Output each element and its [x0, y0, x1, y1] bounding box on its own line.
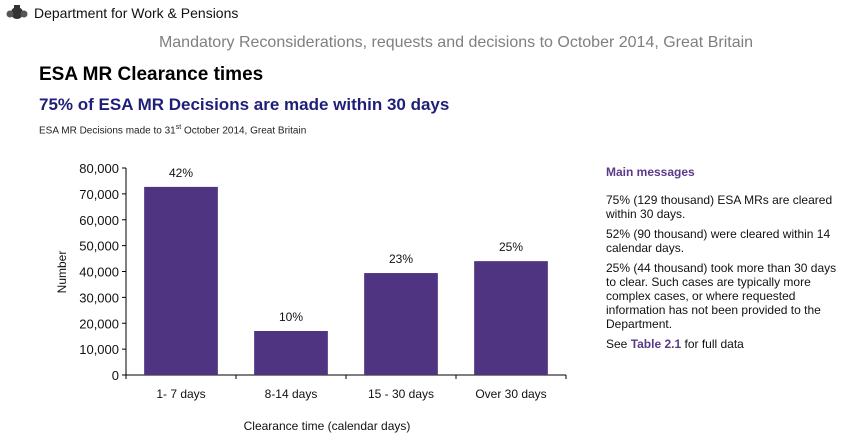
x-tick-label: 1- 7 days — [156, 387, 205, 401]
headline: 75% of ESA MR Decisions are made within … — [39, 95, 450, 114]
subtitle-text-end: October 2014, Great Britain — [181, 125, 307, 137]
y-axis-label: Number — [55, 251, 69, 294]
document-title: Mandatory Reconsiderations, requests and… — [158, 34, 754, 51]
x-axis-label: Clearance time (calendar days) — [244, 419, 411, 433]
main-messages-heading: Main messages — [606, 165, 695, 179]
data-label: 25% — [499, 240, 523, 254]
x-tick-label: 8-14 days — [265, 387, 318, 401]
message-3: 25% (44 thousand) took more than 30 days… — [606, 261, 837, 331]
bar-chart: 0 10,000 20,000 30,000 40,000 50,000 60,000 70,… — [55, 161, 567, 433]
bar — [144, 186, 218, 375]
y-tick-label: 70,000 — [79, 187, 119, 202]
see-pre: See — [606, 337, 631, 351]
see-table-note: See Table 2.1 for full data — [606, 337, 841, 351]
royal-crest-icon — [6, 5, 28, 19]
y-tick-label: 10,000 — [79, 342, 119, 357]
y-tick-label: 80,000 — [79, 161, 119, 176]
message-2: 52% (90 thousand) were cleared within 14… — [606, 227, 831, 255]
data-label: 10% — [279, 310, 303, 324]
y-tick-label: 40,000 — [79, 265, 119, 280]
see-post: for full data — [681, 337, 744, 351]
x-axis: 1- 7 days 8-14 days 15 - 30 days Over 30 da… — [125, 374, 567, 401]
message-1: 75% (129 thousand) ESA MRs are cleared w… — [606, 193, 833, 221]
subtitle-text: ESA MR Decisions made to 31 — [39, 125, 176, 137]
bars: 42% 10% 23% 25% — [144, 166, 548, 375]
data-label: 42% — [169, 166, 193, 180]
section-title: ESA MR Clearance times — [39, 64, 264, 85]
y-tick-label: 20,000 — [79, 316, 119, 331]
y-tick-label: 30,000 — [79, 290, 119, 305]
chart-subtitle: ESA MR Decisions made to 31st October 20… — [39, 124, 306, 136]
org-name: Department for Work & Pensions — [34, 5, 239, 21]
y-tick-label: 50,000 — [79, 239, 119, 254]
bar — [474, 261, 548, 375]
main-messages-panel: Main messages 75% (129 thousand) ESA MRs… — [606, 165, 841, 357]
y-axis: 0 10,000 20,000 30,000 40,000 50,000 60,000 70,… — [79, 161, 127, 383]
y-tick-label: 0 — [112, 368, 119, 383]
bar — [254, 331, 328, 375]
subtitle-sup: st — [175, 124, 182, 131]
table-link[interactable]: Table 2.1 — [630, 337, 682, 351]
y-tick-label: 60,000 — [79, 213, 119, 228]
bar — [364, 273, 438, 375]
x-tick-label: 15 - 30 days — [368, 387, 434, 401]
x-tick-label: Over 30 days — [475, 387, 546, 401]
dwp-logo: Department for Work & Pensions — [6, 4, 238, 22]
data-label: 23% — [389, 252, 413, 266]
